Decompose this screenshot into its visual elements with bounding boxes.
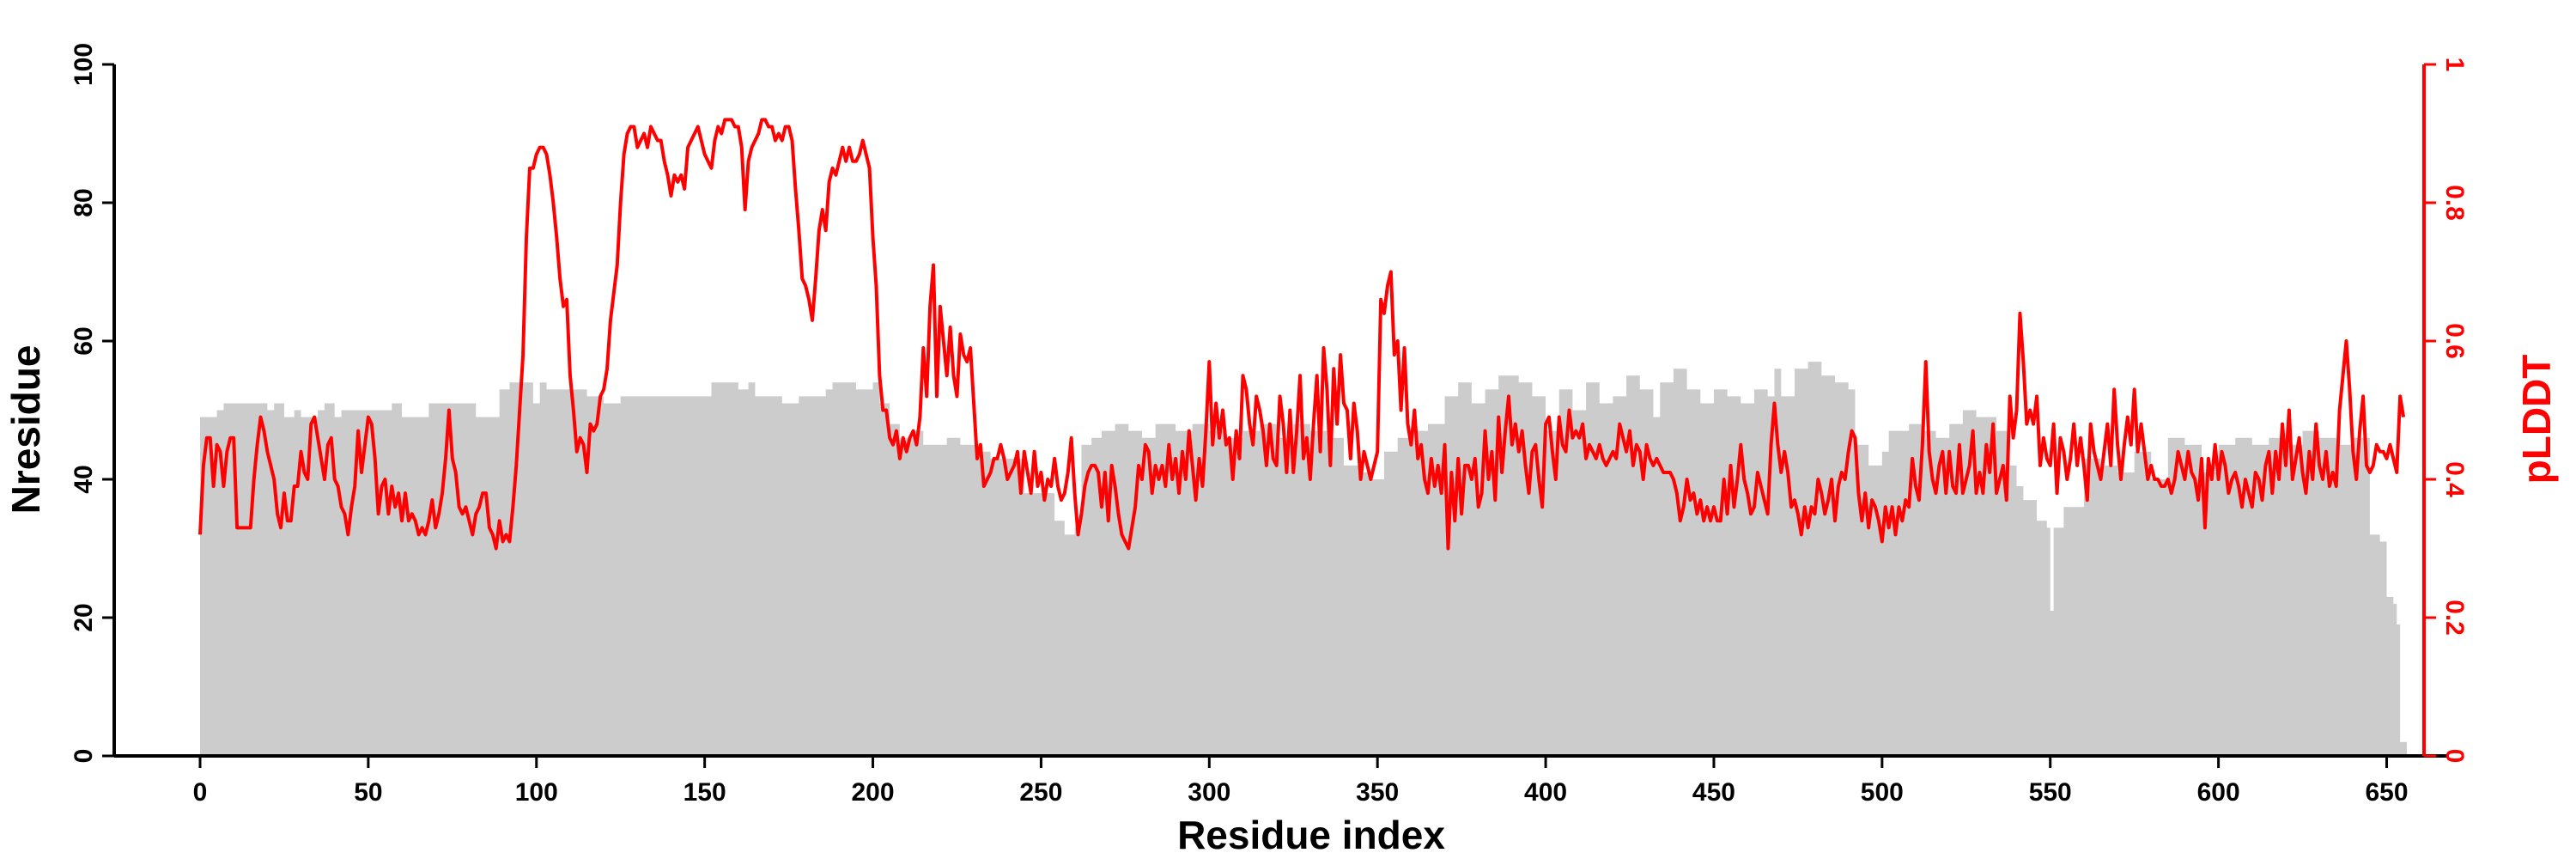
axes [112,64,2447,758]
y-right-tick-label: 0.6 [2440,323,2469,359]
x-tick-label: 300 [1188,778,1230,807]
y-left-axis-title: Nresidue [3,345,48,515]
x-tick-label: 450 [1692,778,1735,807]
x-tick-label: 400 [1524,778,1567,807]
line-layer [198,118,2406,551]
x-tick-label: 600 [2197,778,2240,807]
y-left-ticks: 0 20 40 60 80 100 [70,43,114,763]
y-left-tick-label: 0 [70,749,98,764]
y-left-tick-label: 20 [70,603,98,631]
y-left-tick-label: 40 [70,465,98,493]
x-tick-label: 250 [1019,778,1062,807]
x-axis-title: Residue index [1177,813,1445,857]
x-tick-label: 550 [2029,778,2072,807]
y-right-tick-label: 1 [2440,58,2469,72]
x-tick-label: 200 [852,778,895,807]
x-tick-label: 150 [683,778,726,807]
y-right-tick-label: 0.8 [2440,185,2469,221]
x-tick-label: 0 [193,778,208,807]
y-right-axis-title: pLDDT [2514,355,2559,484]
x-tick-label: 100 [515,778,558,807]
plddt-line [198,118,2406,551]
x-tick-label: 500 [1861,778,1904,807]
x-ticks: 0 50 100 150 200 250 300 350 400 450 500 550 600 650 [193,756,2409,807]
y-right-ticks: 0 0.2 0.4 0.6 0.8 1 [2424,58,2469,764]
x-tick-label: 350 [1356,778,1399,807]
x-tick-label: 650 [2365,778,2408,807]
y-right-tick-label: 0 [2440,749,2469,764]
y-left-tick-label: 80 [70,188,98,216]
x-tick-label: 50 [354,778,382,807]
y-right-tick-label: 0.2 [2440,600,2469,636]
y-left-tick-label: 60 [70,326,98,355]
y-right-tick-label: 0.4 [2440,461,2469,497]
y-left-tick-label: 100 [70,43,98,86]
